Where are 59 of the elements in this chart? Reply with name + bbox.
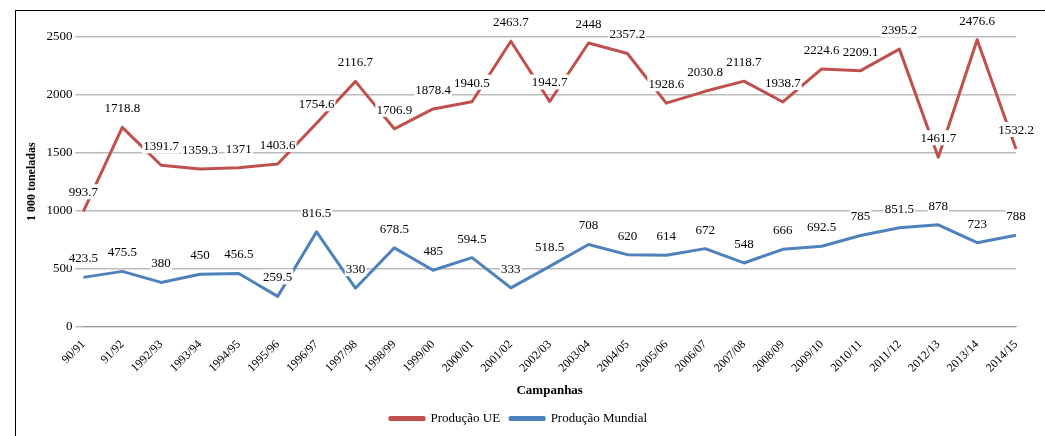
data-label: 1706.9: [376, 101, 413, 117]
data-label: 380: [151, 255, 171, 271]
data-label: 993.7: [68, 184, 99, 200]
data-label: 816.5: [301, 204, 332, 220]
data-label: 2118.7: [726, 54, 763, 70]
data-label: 678.5: [379, 220, 409, 236]
data-label: 333: [501, 260, 521, 276]
data-label: 614: [656, 228, 677, 244]
data-label: 1371: [225, 140, 252, 156]
data-label: 259.5: [263, 269, 293, 285]
data-label: 2463.7: [492, 14, 530, 30]
data-label: 788: [1006, 208, 1026, 224]
data-label: 851.5: [884, 200, 915, 216]
data-label: 2476.6: [959, 12, 996, 28]
data-label: 450: [190, 247, 210, 263]
data-label: 2224.6: [803, 41, 841, 57]
data-label: 2030.8: [687, 64, 724, 80]
data-label: 1359.3: [182, 141, 218, 157]
y-tick-label: 2500: [46, 28, 73, 44]
data-label: 475.5: [107, 244, 137, 260]
data-label: 1754.6: [298, 96, 335, 112]
y-tick-label: 1000: [46, 202, 73, 218]
data-label: 1532.2: [998, 121, 1034, 137]
data-label: 485: [423, 243, 443, 259]
data-label: 2395.2: [881, 22, 918, 38]
legend-label: Produção Mundial: [550, 409, 648, 425]
data-label: 2448: [575, 15, 602, 31]
y-tick-label: 1500: [46, 144, 73, 160]
y-axis-title: 1 000 toneladas: [24, 142, 39, 222]
data-label: 1718.8: [104, 100, 141, 116]
data-label: 1942.7: [531, 74, 569, 90]
data-label: 1403.6: [259, 136, 297, 152]
data-label: 2116.7: [337, 54, 374, 70]
data-label: 2357.2: [609, 26, 646, 42]
data-label: 1928.6: [648, 76, 685, 92]
data-label: 785: [850, 208, 871, 224]
legend-label: Produção UE: [430, 409, 501, 425]
data-label: 1938.7: [764, 74, 802, 90]
data-label: 620: [617, 227, 638, 243]
data-label: 878: [928, 197, 949, 213]
y-tick-label: 2000: [46, 86, 73, 102]
data-label: 672: [695, 221, 715, 237]
data-label: 423.5: [68, 250, 99, 266]
data-label: 1391.7: [143, 138, 180, 154]
data-label: 594.5: [457, 230, 487, 246]
y-tick-label: 0: [65, 317, 73, 333]
data-label: 456.5: [224, 246, 254, 262]
data-label: 708: [578, 217, 599, 233]
data-label: 666: [773, 222, 794, 238]
x-axis-title: Campanhas: [516, 381, 583, 397]
data-label: 1878.4: [415, 81, 452, 97]
data-label: 692.5: [807, 219, 837, 235]
data-label: 518.5: [535, 239, 565, 255]
data-label: 1940.5: [454, 74, 490, 90]
data-label: 548: [734, 235, 754, 251]
data-label: 2209.1: [842, 43, 879, 59]
data-label: 330: [345, 261, 366, 277]
data-label: 723: [967, 215, 987, 231]
data-label: 1461.7: [920, 130, 957, 146]
